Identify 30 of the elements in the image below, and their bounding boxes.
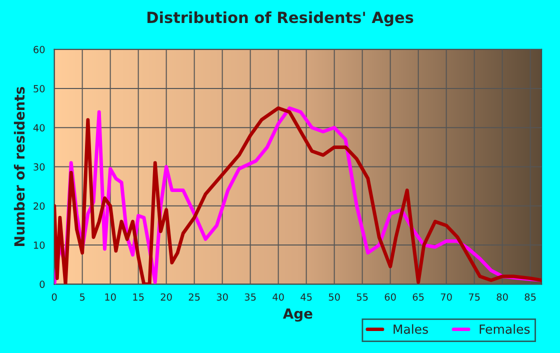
x-tick-label: 20 (160, 293, 172, 301)
x-tick-label: 70 (440, 293, 452, 301)
x-tick-label: 10 (105, 293, 116, 301)
legend-label: Males (394, 324, 428, 334)
x-tick-label: 40 (272, 293, 284, 301)
chart-title: Distribution of Residents' Ages (147, 11, 414, 26)
x-tick-label: 30 (216, 293, 228, 301)
y-tick-label: 0 (40, 280, 45, 288)
y-tick-label: 10 (34, 242, 45, 249)
x-tick-label: 65 (412, 293, 424, 301)
y-tick-label: 50 (34, 85, 45, 92)
legend-label: Females (480, 324, 530, 334)
x-tick-label: 5 (80, 293, 85, 301)
x-tick-label: 25 (188, 293, 200, 301)
x-tick-label: 55 (356, 293, 368, 301)
x-tick-label: 45 (300, 293, 312, 301)
y-tick-label: 20 (34, 202, 45, 210)
x-tick-label: 0 (52, 293, 57, 301)
x-tick-label: 80 (496, 293, 508, 301)
x-tick-label: 15 (133, 293, 144, 301)
y-tick-label: 60 (34, 46, 45, 54)
x-tick-label: 50 (328, 293, 340, 301)
y-tick-label: 30 (34, 163, 45, 171)
y-tick-label: 40 (33, 124, 45, 132)
x-tick-label: 75 (468, 293, 480, 301)
x-tick-label: 85 (524, 293, 536, 301)
x-axis-title: Age (282, 308, 312, 322)
y-axis-title: Number of residents (14, 87, 25, 246)
x-tick-label: 35 (244, 293, 256, 301)
x-tick-label: 60 (384, 293, 396, 301)
